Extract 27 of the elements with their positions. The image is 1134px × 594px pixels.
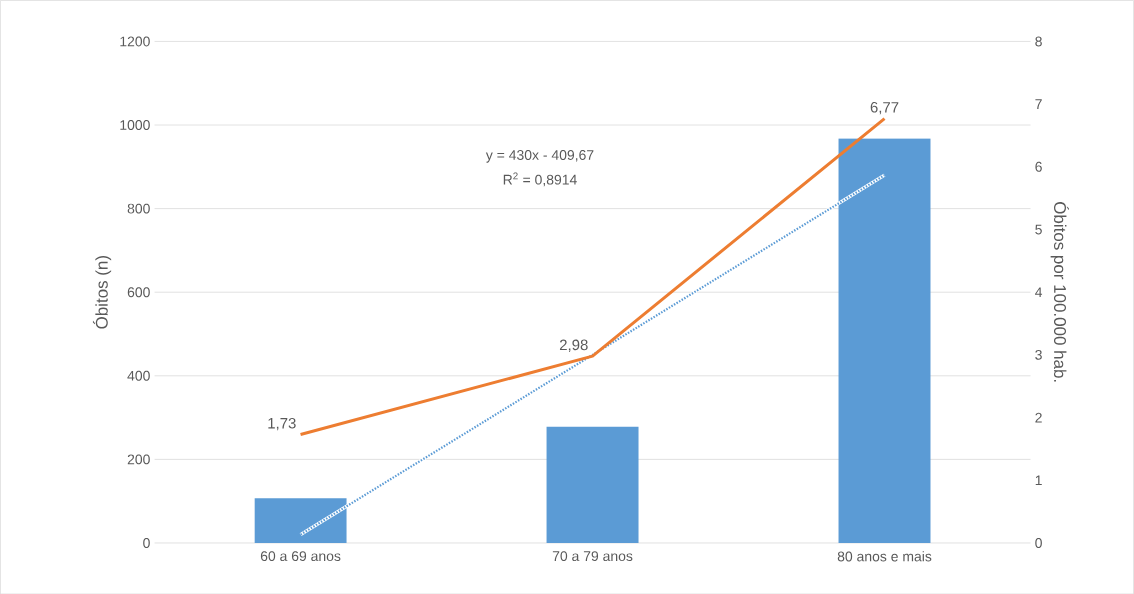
y-tick-label: 400	[127, 370, 150, 381]
y2-tick-label: 3	[1035, 349, 1042, 360]
y2-tick-label: 8	[1035, 36, 1042, 47]
y-tick-label: 1200	[120, 36, 150, 47]
data-label: 6,77	[870, 101, 899, 115]
y-tick-label: 800	[127, 203, 150, 214]
data-label: 1,73	[268, 417, 296, 431]
y2-tick-label: 5	[1035, 224, 1042, 235]
y-tick-label: 0	[143, 537, 150, 548]
y2-tick-label: 2	[1035, 412, 1042, 423]
x-tick-label: 60 a 69 anos	[260, 550, 341, 561]
y-tick-label: 1000	[120, 119, 150, 130]
annotation: y = 430x - 409,67	[485, 149, 594, 163]
x-tick-label: 80 anos e mais	[837, 550, 932, 562]
data-label: 2,98	[559, 339, 588, 352]
y2-tick-label: 0	[1035, 537, 1042, 548]
y2-tick-label: 1	[1035, 475, 1042, 485]
y2-tick-label: 4	[1035, 287, 1043, 297]
y-axis-title: Óbitos (n)	[92, 255, 112, 329]
y2-tick-label: 6	[1035, 161, 1042, 172]
y-tick-label: 200	[127, 454, 150, 465]
x-tick-label: 70 a 79 anos	[552, 550, 633, 561]
y2-tick-label: 7	[1035, 99, 1042, 109]
y-tick-label: 600	[127, 287, 150, 297]
y2-axis-title: Óbitos por 100.000 hab.	[1050, 201, 1069, 382]
bar	[546, 426, 639, 543]
annotation: R$^{2}$ = 0,8914	[503, 172, 577, 187]
